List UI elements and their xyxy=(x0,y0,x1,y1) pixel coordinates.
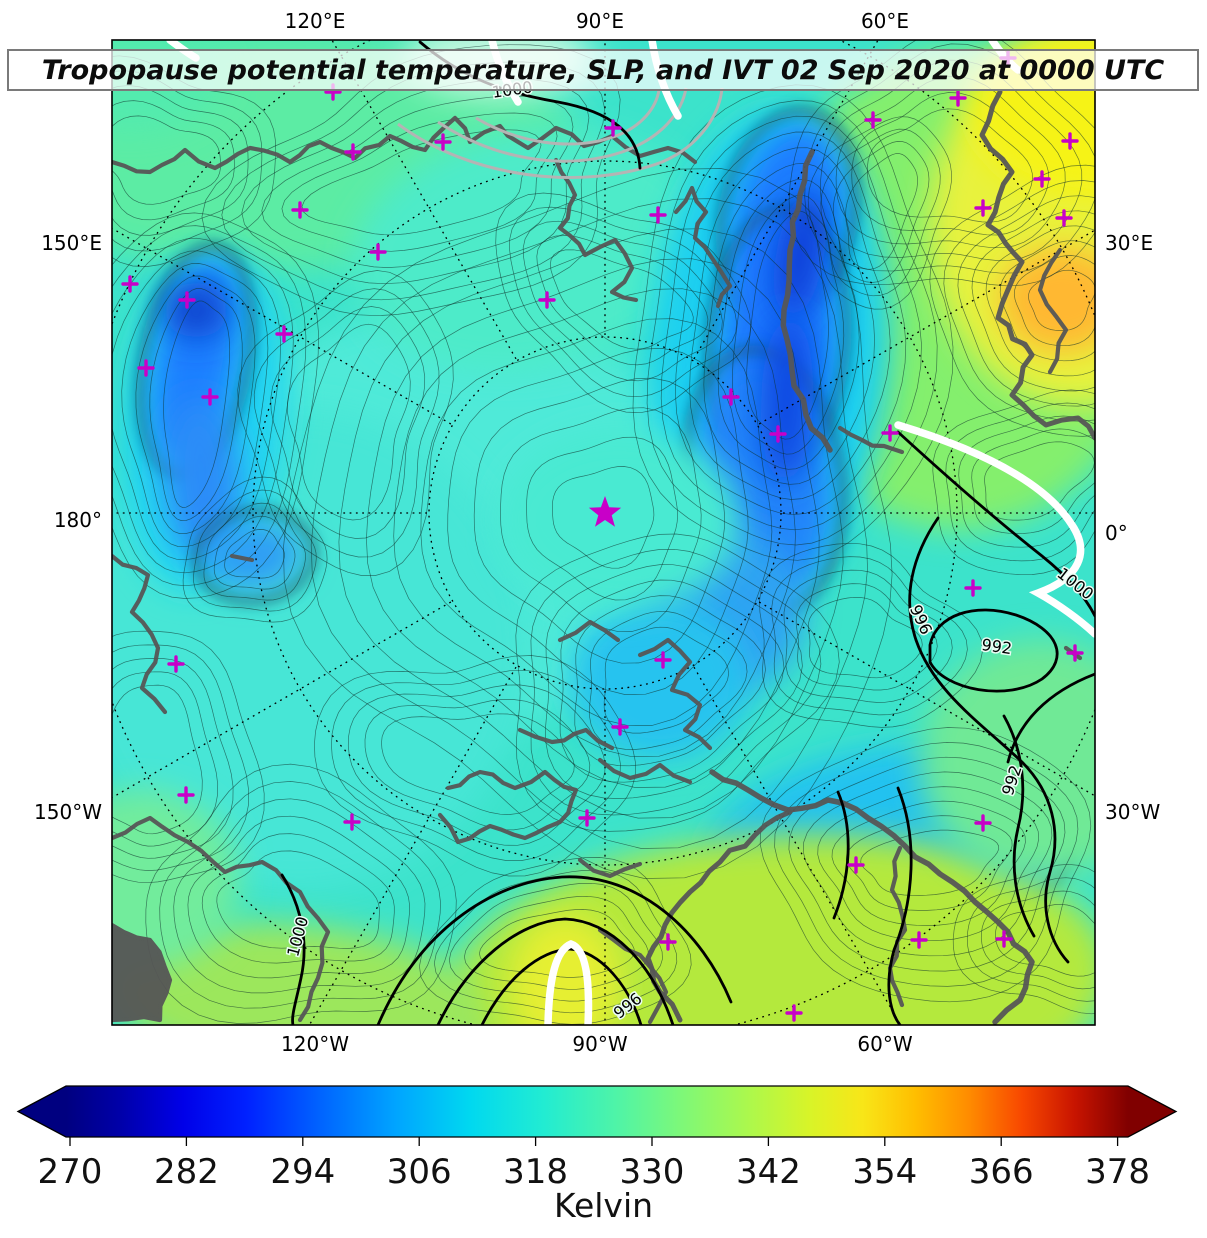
ivt-max-marker xyxy=(291,201,309,219)
pole-star-marker xyxy=(588,496,622,527)
ivt-max-marker xyxy=(611,718,629,736)
axis-label-left-1: 180° xyxy=(54,508,102,532)
colorbar-unit-label: Kelvin xyxy=(553,1186,654,1225)
axis-label-left-2: 150°W xyxy=(34,800,102,824)
ivt-max-marker xyxy=(1061,132,1079,150)
colorbar-tick-label: 378 xyxy=(1085,1152,1150,1192)
axis-label-bottom-2: 60°W xyxy=(857,1032,912,1056)
ivt-max-marker xyxy=(201,388,219,406)
coastlines xyxy=(112,89,1095,1025)
ivt-max-marker xyxy=(178,291,196,309)
ivt-max-marker xyxy=(722,388,740,406)
ivt-max-marker xyxy=(604,119,622,137)
colorbar-tick-label: 330 xyxy=(620,1152,685,1192)
ivt-max-marker xyxy=(964,579,982,597)
colorbar-bar xyxy=(16,1085,1178,1138)
colorbar: 270 282 294 306 318 330 342 354 366 378 xyxy=(16,1085,1178,1192)
feature-markers xyxy=(121,49,1084,1022)
ivt-max-marker xyxy=(167,655,185,673)
map-frame xyxy=(111,39,1096,1026)
ivt-max-marker xyxy=(1066,644,1084,662)
axis-label-left-0: 150°E xyxy=(41,231,102,255)
ivt-max-marker xyxy=(434,133,452,151)
ivt-max-marker xyxy=(995,930,1013,948)
colorbar-tick-label: 366 xyxy=(969,1152,1034,1192)
ivt-max-marker xyxy=(121,275,139,293)
contour-lines xyxy=(112,40,1095,1025)
ivt-max-marker xyxy=(369,243,387,261)
ivt-max-marker xyxy=(769,425,787,443)
axis-label-bottom-0: 120°W xyxy=(281,1032,349,1056)
colorbar-tick-label: 342 xyxy=(736,1152,801,1192)
axis-label-top-2: 60°E xyxy=(861,9,909,33)
colorbar-tick-label: 318 xyxy=(503,1152,568,1192)
axis-label-top-0: 120°E xyxy=(285,9,346,33)
title-box: Tropopause potential temperature, SLP, a… xyxy=(7,49,1199,91)
colorbar-tick-label: 282 xyxy=(154,1152,219,1192)
ivt-max-marker xyxy=(949,89,967,107)
axis-label-bottom-1: 90°W xyxy=(572,1032,627,1056)
ivt-max-marker xyxy=(974,814,992,832)
ivt-max-marker xyxy=(137,359,155,377)
ivt-max-marker xyxy=(177,786,195,804)
axis-label-right-2: 30°W xyxy=(1105,800,1160,824)
ivt-max-marker xyxy=(881,424,899,442)
ivt-max-marker xyxy=(974,199,992,217)
figure-title: Tropopause potential temperature, SLP, a… xyxy=(41,54,1165,86)
axis-label-right-0: 30°E xyxy=(1105,231,1153,255)
ivt-max-marker xyxy=(654,651,672,669)
ivt-max-marker xyxy=(538,291,556,309)
ivt-max-marker xyxy=(864,111,882,129)
colorbar-tick-label: 354 xyxy=(852,1152,917,1192)
colorbar-tick-label: 294 xyxy=(270,1152,335,1192)
ivt-max-marker xyxy=(578,809,596,827)
ivt-max-marker xyxy=(659,933,677,951)
slp-contours xyxy=(280,40,1095,1025)
colorbar-tick-label: 306 xyxy=(387,1152,452,1192)
ivt-max-marker xyxy=(847,856,865,874)
ivt-max-marker xyxy=(275,325,293,343)
colorbar-tick-label: 270 xyxy=(38,1152,103,1192)
ivt-max-marker xyxy=(343,813,361,831)
axis-label-top-1: 90°E xyxy=(576,9,624,33)
ivt-max-marker xyxy=(785,1004,803,1022)
ivt-max-marker xyxy=(1033,170,1051,188)
ivt-max-marker xyxy=(344,143,362,161)
ivt-max-marker xyxy=(649,206,667,224)
ivt-max-marker xyxy=(1055,209,1073,227)
axis-label-right-1: 0° xyxy=(1105,521,1128,545)
ivt-max-marker xyxy=(910,931,928,949)
